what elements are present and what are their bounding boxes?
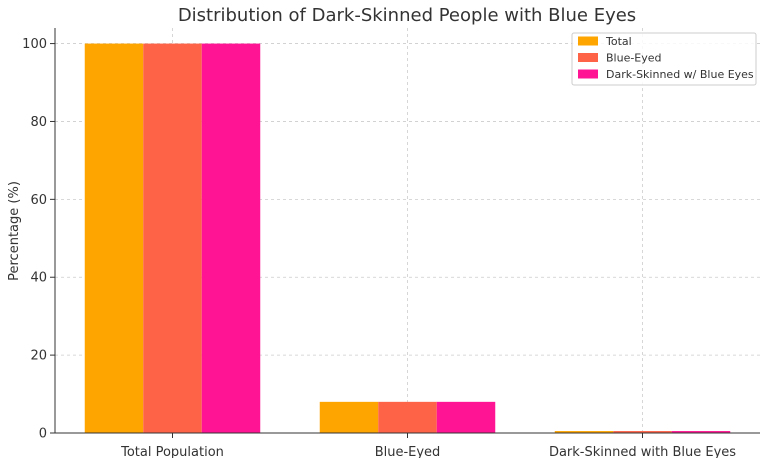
x-tick-label: Dark-Skinned with Blue Eyes	[549, 445, 736, 458]
bar	[671, 431, 731, 433]
y-tick-label: 20	[30, 349, 47, 364]
y-tick-label: 60	[30, 193, 47, 208]
bar	[436, 401, 496, 433]
legend-entry: Total	[605, 35, 632, 48]
legend-swatch	[578, 69, 598, 79]
x-tick-label: Blue-Eyed	[375, 445, 441, 458]
y-tick-label: 80	[30, 115, 47, 130]
bar	[84, 43, 144, 433]
legend-swatch	[578, 36, 598, 46]
y-tick-label: 40	[30, 271, 47, 286]
chart-title: Distribution of Dark-Skinned People with…	[178, 5, 636, 26]
bar	[378, 401, 437, 433]
y-tick-label: 0	[39, 427, 47, 442]
bar	[201, 43, 261, 433]
bars	[84, 43, 731, 433]
ticks: 0 20 40 60 80 100 Total Population Blue-Eyed Dar…	[22, 37, 736, 458]
bar	[319, 401, 379, 433]
y-tick-label: 100	[22, 37, 47, 52]
x-tick-label: Total Population	[120, 445, 224, 458]
bar	[554, 431, 614, 433]
bar	[613, 431, 672, 433]
legend-swatch	[578, 53, 598, 62]
legend-entry: Dark-Skinned w/ Blue Eyes	[606, 68, 754, 81]
y-axis-label: Percentage (%)	[7, 181, 22, 281]
bar	[143, 43, 202, 433]
legend-entry: Blue-Eyed	[606, 52, 662, 65]
legend-box	[571, 32, 757, 86]
legend: Total Blue-Eyed Dark-Skinned w/ Blue Eyes	[571, 32, 757, 86]
